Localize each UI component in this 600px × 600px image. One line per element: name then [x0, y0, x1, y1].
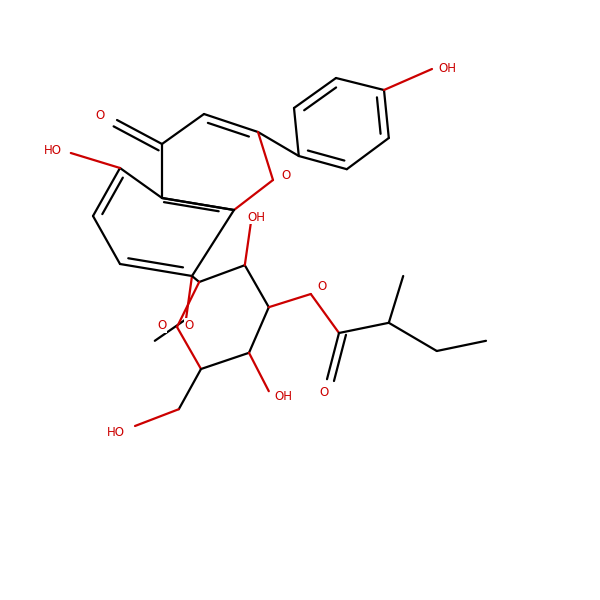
- Text: O: O: [184, 319, 194, 332]
- Text: O: O: [95, 109, 105, 122]
- Text: HO: HO: [107, 425, 125, 439]
- Text: HO: HO: [44, 143, 62, 157]
- Text: OH: OH: [275, 389, 293, 403]
- Text: O: O: [317, 280, 326, 293]
- Text: O: O: [281, 169, 291, 182]
- Text: O: O: [319, 386, 329, 399]
- Text: OH: OH: [248, 211, 266, 224]
- Text: O: O: [157, 319, 167, 332]
- Text: OH: OH: [438, 62, 456, 76]
